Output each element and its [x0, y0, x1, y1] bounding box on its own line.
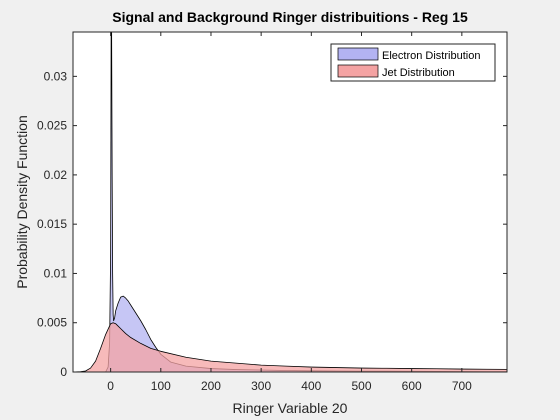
y-tick-label: 0.03: [44, 69, 68, 83]
y-tick-label: 0.015: [37, 217, 67, 231]
legend-label-jet: Jet Distribution: [382, 67, 455, 79]
legend-label-electron: Electron Distribution: [382, 50, 480, 62]
y-tick-label: 0.005: [37, 316, 67, 330]
y-axis-label: Probability Density Function: [14, 115, 30, 289]
x-tick-label: 400: [301, 379, 321, 393]
y-tick-label: 0: [60, 365, 67, 379]
tick-layer: 0 100 200 300 400 500 600 700 0 0.005 0.01 0.015 0.0…: [37, 32, 507, 393]
x-tick-label: 500: [351, 379, 371, 393]
x-tick-label: 200: [201, 379, 221, 393]
axes-background: [73, 32, 507, 372]
axes-box: [72, 31, 508, 373]
x-tick-label: 600: [402, 379, 422, 393]
chart-title: Signal and Background Ringer distribuiti…: [112, 9, 468, 25]
x-tick-label: 0: [107, 379, 114, 393]
x-tick-label: 700: [452, 379, 472, 393]
legend: Electron Distribution Jet Distribution: [330, 43, 496, 82]
y-tick-label: 0.025: [37, 119, 67, 133]
x-axis-label: Ringer Variable 20: [233, 400, 348, 416]
legend-swatch-electron: [337, 47, 379, 61]
x-tick-label: 300: [251, 379, 271, 393]
series-layer: [72, 31, 508, 373]
x-tick-label: 100: [151, 379, 171, 393]
y-tick-label: 0.01: [44, 266, 68, 280]
series-area-jet: [72, 322, 508, 373]
y-tick-label: 0.02: [44, 168, 68, 182]
legend-swatch-jet: [337, 64, 379, 78]
